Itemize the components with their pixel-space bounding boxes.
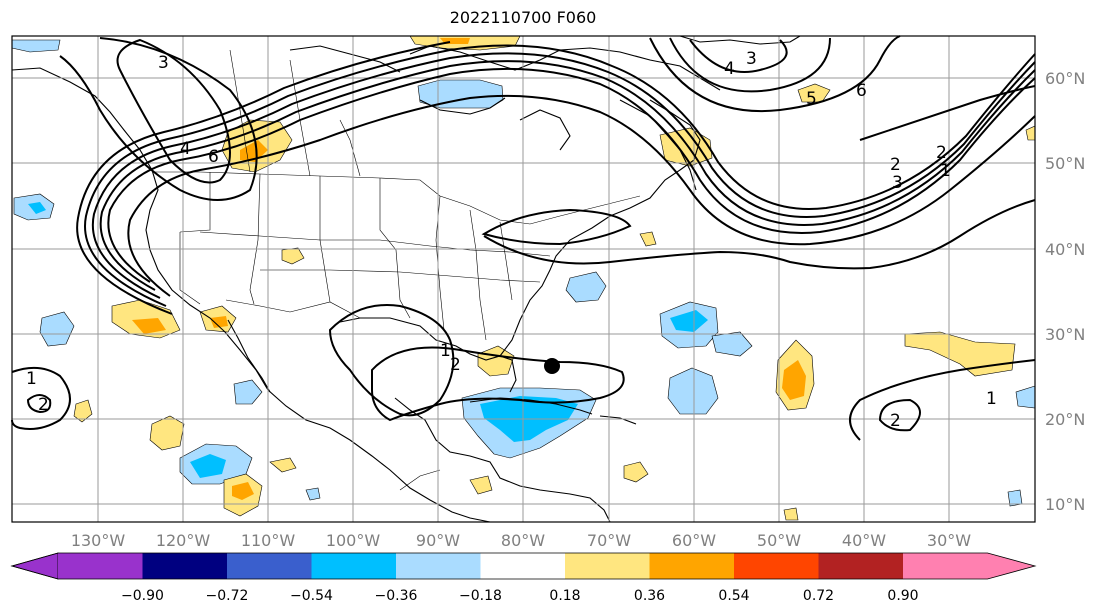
contour-label: 3 <box>892 173 903 193</box>
colorbar-segment <box>987 553 1035 579</box>
lat-label: 60°N <box>1045 69 1085 88</box>
contour-labels: 3 4 6 3 4 5 6 2 1 2 3 2 1 2 1 2 1 <box>26 49 997 431</box>
contour-label: 2 <box>890 155 901 175</box>
colorbar-segment <box>58 553 143 579</box>
colorbar-segment <box>649 553 734 579</box>
colorbar <box>10 552 1037 580</box>
map-frame <box>11 35 1036 523</box>
lon-label: 50°W <box>757 531 801 550</box>
contour-label: 6 <box>208 147 219 167</box>
colorbar-segment <box>227 553 312 579</box>
contour-label: 1 <box>940 161 951 181</box>
colorbar-segment <box>10 552 59 580</box>
colorbar-segment <box>903 553 988 579</box>
lon-label: 120°W <box>156 531 211 550</box>
colorbar-segment <box>734 553 819 579</box>
lon-label: 70°W <box>587 531 631 550</box>
lon-label: 110°W <box>241 531 296 550</box>
lon-label: 130°W <box>71 531 126 550</box>
colorbar-tick-label: 0.36 <box>634 588 665 604</box>
colorbar-tick-label: −0.36 <box>375 588 418 604</box>
lat-label: 20°N <box>1045 410 1085 429</box>
contour-label: 3 <box>158 53 169 73</box>
colorbar-segment <box>311 553 396 579</box>
contour-label: 6 <box>856 81 867 101</box>
borders <box>152 49 641 491</box>
lon-label: 60°W <box>672 531 716 550</box>
colorbar-tick-label: 0.72 <box>803 588 834 604</box>
map-title: 2022110700 F060 <box>449 8 597 27</box>
colorbar-segment <box>396 553 481 579</box>
contour-label: 2 <box>936 143 947 163</box>
lon-label: 80°W <box>501 531 545 550</box>
contour-label: 1 <box>440 341 451 361</box>
colorbar-tick-label: −0.54 <box>290 588 333 604</box>
colorbar-segment <box>480 553 565 579</box>
longitude-labels: 130°W 120°W 110°W 100°W 90°W 80°W 70°W 6… <box>71 531 971 550</box>
colorbar-tick-label: −0.90 <box>121 588 164 604</box>
lon-label: 30°W <box>927 531 971 550</box>
lon-label: 90°W <box>416 531 460 550</box>
gridlines <box>12 36 1035 522</box>
contour-label: 1 <box>26 369 37 389</box>
colorbar-tick-label: −0.72 <box>206 588 249 604</box>
lat-label: 50°N <box>1045 154 1085 173</box>
colorbar-segment <box>818 553 903 579</box>
latitude-labels: 60°N 50°N 40°N 30°N 20°N 10°N <box>1045 69 1085 514</box>
contour-label: 4 <box>180 139 191 159</box>
contour-label: 2 <box>450 355 461 375</box>
lat-label: 10°N <box>1045 495 1085 514</box>
contour-label: 3 <box>746 49 757 69</box>
colorbar-tick-label: 0.90 <box>887 588 918 604</box>
colorbar-tick-label: 0.54 <box>718 588 749 604</box>
storm-center-marker <box>544 358 560 374</box>
lat-label: 40°N <box>1045 240 1085 259</box>
contour-label: 5 <box>806 89 817 109</box>
contours <box>11 35 1036 441</box>
colorbar-segment <box>142 553 227 579</box>
contour-label: 1 <box>986 389 997 409</box>
lat-label: 30°N <box>1045 325 1085 344</box>
colorbar-outline <box>10 552 1037 580</box>
contour-label: 2 <box>38 395 49 415</box>
lon-label: 40°W <box>842 531 886 550</box>
contour-label: 2 <box>890 411 901 431</box>
contour-label: 4 <box>724 59 735 79</box>
colorbar-segment <box>565 553 650 579</box>
colorbar-tick-label: −0.18 <box>459 588 502 604</box>
lon-label: 100°W <box>326 531 381 550</box>
colorbar-ticks: −0.90 −0.72 −0.54 −0.36 −0.18 0.18 0.36 … <box>121 588 919 604</box>
colorbar-tick-label: 0.18 <box>549 588 580 604</box>
